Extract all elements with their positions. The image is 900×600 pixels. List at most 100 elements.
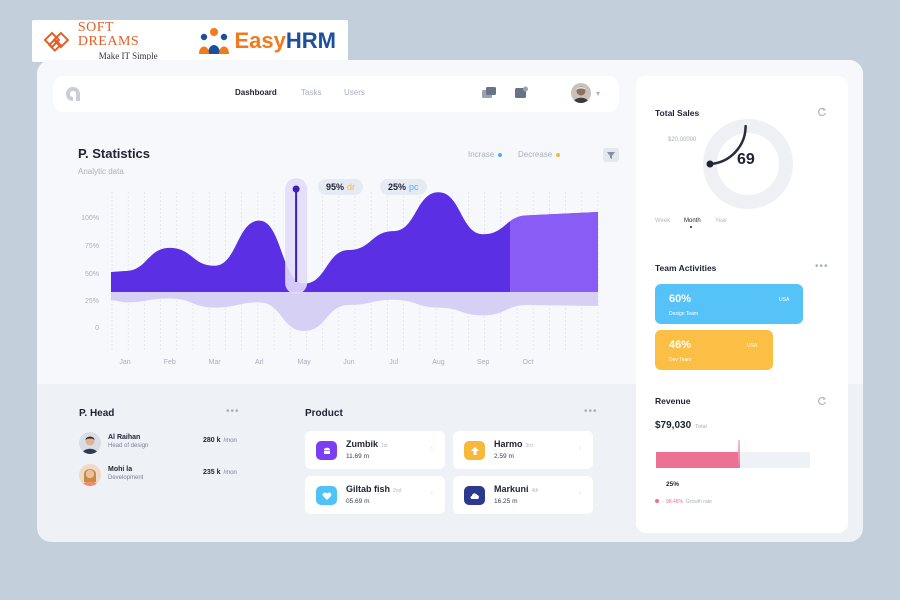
donut-center bbox=[720, 136, 776, 192]
product-title: Product bbox=[305, 408, 343, 419]
refresh-icon[interactable] bbox=[817, 107, 827, 117]
product-card-markuni[interactable]: Markuni 4th 16.25 m › bbox=[453, 476, 593, 514]
team-card-design[interactable]: 60% Design Team USA bbox=[655, 284, 803, 324]
filter-icon bbox=[607, 152, 615, 159]
person-salary: 280 k/mon bbox=[203, 437, 237, 444]
revenue-bar bbox=[656, 440, 810, 468]
product-value: 16.25 m bbox=[494, 498, 518, 505]
total-sales-title: Total Sales bbox=[655, 108, 700, 118]
app-logo-icon[interactable] bbox=[65, 86, 81, 102]
decrease-area bbox=[111, 292, 598, 331]
chevron-right-icon: › bbox=[578, 445, 581, 452]
y-tick-label: 25% bbox=[85, 298, 99, 305]
period-week[interactable]: Week bbox=[655, 218, 671, 224]
y-tick-label: 0 bbox=[95, 325, 99, 332]
y-tick-label: 50% bbox=[85, 271, 99, 278]
pill1-unit: dr bbox=[347, 182, 356, 192]
pill2-unit: pc bbox=[409, 182, 419, 192]
tab-dashboard[interactable]: Dashboard bbox=[235, 88, 277, 97]
revenue-amount-label: Total bbox=[695, 424, 707, 430]
product-name-text: Markuni bbox=[494, 484, 529, 494]
x-tick-label: May bbox=[297, 359, 311, 366]
pill2-value: 25% bbox=[388, 182, 407, 192]
product-rank: 2nd bbox=[393, 488, 402, 494]
notification-icon[interactable] bbox=[513, 86, 529, 100]
x-tick-label: Jul bbox=[389, 359, 398, 366]
tab-tasks[interactable]: Tasks bbox=[301, 88, 322, 97]
easyhrm-hrm: HRM bbox=[285, 28, 336, 53]
team-activities-title: Team Activities bbox=[655, 263, 717, 273]
chart-filter-button[interactable] bbox=[603, 148, 619, 162]
x-tick-label: Oct bbox=[523, 359, 534, 366]
person-row[interactable]: Al Raihan Head of design 280 k/mon bbox=[79, 432, 239, 458]
team-card-dev[interactable]: 46% Dev Team USA bbox=[655, 330, 773, 370]
increase-area bbox=[111, 192, 598, 292]
tab-users[interactable]: Users bbox=[344, 88, 365, 97]
product-rank: 4th bbox=[531, 488, 539, 494]
softdreams-tagline: Make IT Simple bbox=[98, 51, 158, 61]
period-year[interactable]: Year bbox=[715, 218, 728, 224]
period-active-dot bbox=[690, 226, 692, 228]
phead-title: P. Head bbox=[79, 408, 115, 419]
chevron-right-icon: › bbox=[430, 445, 433, 452]
highlight-pill-1: 95% dr bbox=[318, 179, 364, 195]
product-card-harmo[interactable]: Harmo 3rd 2.59 m › bbox=[453, 431, 593, 469]
highlight-point bbox=[292, 185, 300, 193]
team-country: USA bbox=[747, 343, 758, 349]
growth-rate: - 98.48% Growth rate bbox=[655, 499, 712, 505]
top-navbar: Dashboard Tasks Users ▾ bbox=[53, 76, 619, 112]
chat-icon[interactable] bbox=[481, 86, 497, 100]
product-value: 05.69 m bbox=[346, 498, 370, 505]
revenue-amount: $79,030 bbox=[655, 420, 692, 431]
cloud-icon bbox=[464, 486, 485, 505]
revenue-title: Revenue bbox=[655, 396, 691, 406]
product-value: 11.69 m bbox=[346, 453, 370, 460]
person-name: Al Raihan bbox=[108, 434, 141, 441]
y-tick-label: 100% bbox=[81, 215, 99, 222]
person-role: Head of design bbox=[108, 443, 149, 449]
refresh-icon[interactable] bbox=[817, 396, 827, 406]
product-rank: 1st bbox=[381, 443, 388, 449]
statistics-chart: 100% 75% 50% 25% 0 Jan Feb Mar Arl May Jun Jul Aug Se… bbox=[81, 178, 599, 366]
period-month[interactable]: Month bbox=[684, 218, 701, 224]
highlight-pill-2: 25% pc bbox=[380, 179, 427, 195]
chevron-right-icon: › bbox=[578, 490, 581, 497]
product-value: 2.59 m bbox=[494, 453, 514, 460]
revenue-bar-marker bbox=[738, 440, 741, 468]
product-name-text: Giltab fish bbox=[346, 484, 391, 494]
person-avatar bbox=[79, 464, 101, 486]
person-salary-unit: /mon bbox=[223, 470, 237, 476]
product-name: Harmo 3rd bbox=[494, 439, 533, 449]
right-panel: Total Sales $20,00000 69 Week Month Year… bbox=[636, 76, 848, 533]
phead-more-icon[interactable]: ••• bbox=[226, 406, 240, 417]
product-rank: 3rd bbox=[525, 443, 533, 449]
easyhrm-easy: Easy bbox=[234, 28, 286, 53]
team-more-icon[interactable]: ••• bbox=[815, 261, 829, 272]
x-tick-label: Arl bbox=[255, 359, 264, 366]
team-pct: 60% bbox=[669, 293, 692, 305]
softdreams-logo: SOFT DREAMS Make IT Simple bbox=[44, 21, 179, 61]
product-card-zumbik[interactable]: Zumbik 1st 11.69 m › bbox=[305, 431, 445, 469]
chevron-down-icon[interactable]: ▾ bbox=[596, 89, 601, 98]
statistics-subtitle: Analytic data bbox=[78, 167, 124, 176]
person-salary: 235 k/mon bbox=[203, 469, 237, 476]
legend-increase-dot bbox=[498, 152, 503, 157]
team-name: Design Team bbox=[669, 311, 699, 317]
product-more-icon[interactable]: ••• bbox=[584, 406, 598, 417]
legend-increase: Incrase bbox=[468, 150, 503, 159]
product-card-giltab-fish[interactable]: Giltab fish 2nd 05.69 m › bbox=[305, 476, 445, 514]
sales-amount-label: $20,00000 bbox=[668, 137, 697, 143]
x-tick-label: Jan bbox=[119, 359, 130, 366]
person-row[interactable]: Mohi la Development 235 k/mon bbox=[79, 464, 239, 490]
team-pct: 46% bbox=[669, 339, 692, 351]
person-avatar bbox=[79, 432, 101, 454]
x-tick-label: Feb bbox=[164, 359, 176, 366]
legend-increase-label: Incrase bbox=[468, 150, 495, 159]
person-salary-value: 280 k bbox=[203, 437, 221, 444]
brand-strip: SOFT DREAMS Make IT Simple Easy HRM bbox=[32, 20, 348, 62]
person-salary-unit: /mon bbox=[223, 438, 237, 444]
people-group-icon bbox=[198, 28, 229, 54]
user-avatar[interactable] bbox=[571, 83, 591, 103]
softdreams-mark-icon bbox=[44, 31, 70, 53]
easyhrm-logo: Easy HRM bbox=[197, 26, 336, 56]
